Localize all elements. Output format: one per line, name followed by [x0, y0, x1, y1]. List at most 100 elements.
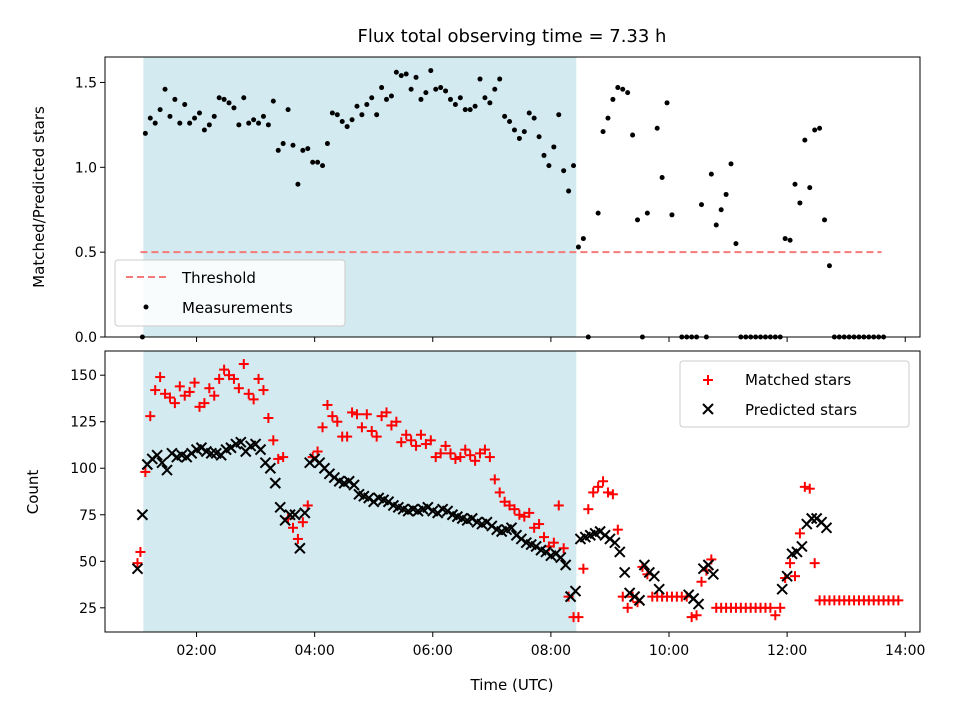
measurement-point-36 — [315, 159, 321, 165]
matched-point-23 — [243, 388, 254, 399]
measurement-point-82 — [541, 152, 547, 158]
y-tick-label-2: 1.0 — [75, 160, 97, 176]
top-legend-box — [114, 259, 346, 327]
matched-point-73 — [489, 474, 500, 485]
matched-point-80 — [524, 507, 535, 518]
measurement-point-85 — [556, 112, 562, 118]
top-marks — [139, 68, 887, 340]
matched-point-95 — [598, 476, 609, 487]
matched-point-32 — [288, 522, 299, 533]
measurement-point-129 — [787, 237, 793, 243]
bottom-legend: Matched stars Predicted stars — [679, 360, 910, 428]
matched-point-66 — [455, 452, 466, 463]
y-tick-label-5: 150 — [70, 368, 97, 384]
measurement-point-115 — [718, 207, 724, 213]
predicted-point-1 — [136, 509, 149, 521]
measurement-point-58 — [423, 90, 429, 96]
measurement-point-48 — [374, 112, 380, 118]
measurement-point-86 — [561, 168, 567, 174]
legend-measurements-label: Measurements — [182, 299, 293, 317]
y-tick-label-1: 50 — [79, 554, 97, 570]
top-axes-frame — [104, 56, 921, 338]
measurement-point-97 — [620, 86, 626, 92]
bottom-marks — [131, 359, 904, 623]
measurement-point-78 — [521, 129, 527, 135]
matched-point-47 — [361, 409, 372, 420]
measurement-point-75 — [507, 118, 513, 124]
matched-point-136 — [799, 481, 810, 492]
matched-point-57 — [411, 440, 422, 451]
matched-point-30 — [278, 452, 289, 463]
matched-point-82 — [534, 519, 545, 530]
matched-point-28 — [268, 435, 279, 446]
measurement-point-53 — [398, 73, 404, 79]
matched-point-62 — [435, 448, 446, 459]
measurement-point-117 — [728, 161, 734, 167]
measurement-point-30 — [285, 107, 291, 113]
matched-point-22 — [238, 359, 249, 370]
matched-point-92 — [583, 504, 594, 515]
matched-point-94 — [593, 481, 604, 492]
measurement-point-62 — [443, 88, 449, 94]
predicted-point-76 — [505, 522, 518, 534]
matched-point-38 — [317, 422, 328, 433]
measurement-point-24 — [256, 120, 262, 126]
matched-point-86 — [553, 500, 564, 511]
measurement-point-29 — [280, 141, 286, 147]
measurement-point-45 — [359, 112, 365, 118]
measurement-point-66 — [462, 107, 468, 113]
bottom-xlabel: Time (UTC) — [470, 676, 554, 694]
matched-point-53 — [391, 416, 402, 427]
x-tick-label-4: 10:00 — [649, 643, 689, 659]
measurement-point-4 — [157, 107, 163, 113]
matched-point-5 — [155, 372, 166, 383]
measurement-point-98 — [625, 90, 631, 96]
matched-point-91 — [578, 563, 589, 574]
measurement-point-65 — [457, 95, 463, 101]
predicted-point-25 — [254, 443, 267, 456]
x-tick-label-6: 14:00 — [885, 643, 925, 659]
predicted-point-21 — [235, 436, 247, 448]
measurement-point-59 — [428, 68, 434, 74]
measurement-point-43 — [349, 117, 355, 123]
y-tick-label-1: 0.5 — [75, 245, 97, 261]
measurement-point-81 — [536, 134, 542, 140]
measurement-point-16 — [216, 95, 222, 101]
predicted-point-86 — [555, 551, 567, 564]
measurement-point-15 — [211, 113, 217, 119]
measurement-point-18 — [226, 100, 232, 106]
bottom-legend-box — [679, 360, 910, 428]
predicted-point-103 — [638, 559, 651, 571]
matched-point-17 — [214, 373, 225, 384]
matched-point-8 — [169, 398, 180, 409]
measurement-point-6 — [167, 113, 173, 119]
measurement-point-118 — [733, 241, 739, 247]
measurement-point-94 — [605, 115, 611, 121]
measurement-point-57 — [418, 96, 424, 102]
x-tick-label-0: 02:00 — [176, 643, 216, 659]
predicted-point-112 — [707, 568, 720, 581]
measurement-point-70 — [482, 95, 488, 101]
measurement-point-49 — [379, 85, 385, 91]
measurement-point-89 — [575, 244, 581, 250]
predicted-point-5 — [156, 456, 168, 469]
legend-matched-label: Matched stars — [745, 371, 851, 389]
measurement-point-44 — [354, 103, 360, 109]
measurement-point-132 — [802, 137, 808, 143]
measurement-point-116 — [723, 191, 729, 197]
measurement-point-67 — [467, 107, 473, 113]
predicted-point-27 — [264, 462, 277, 474]
predicted-point-6 — [161, 464, 173, 476]
matched-point-11 — [184, 386, 195, 397]
legend-measurements-swatch — [143, 304, 149, 310]
legend-matched-swatch — [703, 375, 713, 385]
matched-point-74 — [494, 487, 505, 498]
matched-point-93 — [588, 487, 599, 498]
predicted-point-119 — [806, 512, 818, 525]
predicted-point-89 — [569, 585, 582, 597]
measurement-point-69 — [477, 76, 483, 82]
predicted-point-114 — [781, 570, 793, 582]
measurement-point-40 — [334, 112, 340, 118]
top-title: Flux total observing time = 7.33 h — [358, 26, 667, 47]
